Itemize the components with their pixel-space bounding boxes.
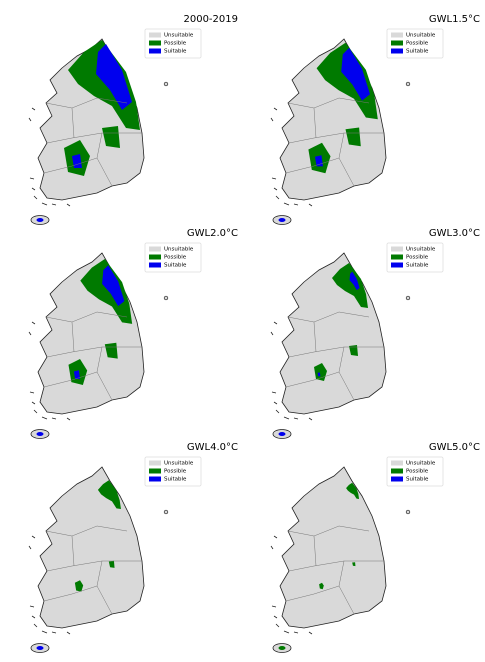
ulleung-island (405, 295, 411, 301)
legend-swatch (149, 254, 161, 260)
suitable-area (317, 372, 321, 377)
map-panel: GWL1.5°C Unsuitable Possible Suitable (270, 14, 480, 225)
legend-label: Possible (406, 255, 429, 261)
jeju-center (278, 218, 286, 222)
panel-title: GWL3.0°C (429, 228, 480, 239)
legend-label: Suitable (164, 477, 187, 483)
possible-zone (74, 480, 121, 592)
possible-area (352, 562, 356, 567)
legend-label: Possible (406, 469, 429, 475)
map-panel: GWL3.0°C Unsuitable Possible Suitable (270, 228, 480, 439)
legend-label: Possible (164, 41, 187, 47)
map-panel: GWL2.0°C Unsuitable Possible Suitable (28, 228, 238, 439)
legend-swatch (391, 254, 403, 260)
legend: Unsuitable Possible Suitable (386, 456, 444, 487)
map-panel: GWL5.0°C Unsuitable Possible Suitable (270, 442, 480, 653)
legend-swatch (149, 246, 161, 252)
legend-label: Unsuitable (406, 461, 436, 467)
jeju-center (36, 432, 44, 436)
panel-title: GWL2.0°C (187, 228, 238, 239)
mainland (37, 466, 145, 629)
legend-swatch (391, 476, 403, 482)
suitable-area (72, 154, 82, 168)
legend-swatch (391, 460, 403, 466)
map-panel: 2000-2019 Unsuitable Possible Suitable (28, 14, 238, 225)
suitable-area (73, 370, 81, 379)
jeju-center (278, 432, 286, 436)
legend-swatch (149, 262, 161, 268)
jeju-center (278, 646, 286, 650)
ulleung-island (405, 509, 411, 515)
legend-label: Suitable (406, 49, 429, 55)
legend-label: Possible (164, 255, 187, 261)
legend-label: Possible (164, 469, 187, 475)
ulleung-island (163, 509, 169, 515)
possible-area (332, 263, 368, 308)
possible-area (319, 582, 324, 590)
legend-label: Unsuitable (164, 33, 194, 39)
possible-area (346, 482, 360, 499)
jeju-center (36, 218, 44, 222)
possible-area (345, 127, 361, 147)
suitable-area (102, 265, 125, 307)
legend-swatch (149, 48, 161, 54)
legend-label: Suitable (164, 263, 187, 269)
possible-area (102, 126, 120, 148)
suitable-area (349, 271, 360, 291)
map-panel: GWL4.0°C Unsuitable Possible Suitable (28, 442, 238, 653)
suitable-area (96, 44, 132, 110)
panel-title: GWL1.5°C (429, 14, 480, 25)
legend: Unsuitable Possible Suitable (144, 456, 202, 487)
legend-swatch (149, 460, 161, 466)
legend-label: Suitable (406, 477, 429, 483)
ulleung-island (163, 81, 169, 87)
possible-area (108, 560, 115, 568)
possible-area (314, 363, 327, 381)
legend-label: Suitable (164, 49, 187, 55)
legend-label: Possible (406, 41, 429, 47)
legend-swatch (391, 262, 403, 268)
suitable-zone (73, 265, 125, 379)
possible-area (97, 480, 121, 510)
possible-area (80, 259, 133, 324)
possible-zone (314, 263, 368, 381)
legend-swatch (391, 40, 403, 46)
legend-label: Unsuitable (164, 247, 194, 253)
legend-label: Suitable (406, 263, 429, 269)
possible-area (349, 345, 358, 356)
legend-swatch (149, 40, 161, 46)
legend-swatch (149, 468, 161, 474)
possible-area (74, 580, 84, 592)
legend: Unsuitable Possible Suitable (144, 28, 202, 59)
legend-label: Unsuitable (164, 461, 194, 467)
legend-swatch (391, 48, 403, 54)
panel-title: GWL4.0°C (187, 442, 238, 453)
panel-title: 2000-2019 (183, 14, 238, 25)
mainland (279, 466, 387, 629)
suitable-zone (72, 44, 132, 168)
ulleung-island (163, 295, 169, 301)
ulleung-island (405, 81, 411, 87)
legend: Unsuitable Possible Suitable (386, 242, 444, 273)
possible-zone (319, 482, 360, 590)
legend-label: Unsuitable (406, 33, 436, 39)
legend-label: Unsuitable (406, 247, 436, 253)
legend: Unsuitable Possible Suitable (386, 28, 444, 59)
legend-swatch (391, 468, 403, 474)
suitable-area (341, 47, 370, 101)
legend-swatch (391, 246, 403, 252)
legend: Unsuitable Possible Suitable (144, 242, 202, 273)
jeju-center (36, 646, 44, 650)
suitable-zone (317, 271, 360, 377)
panel-title: GWL5.0°C (429, 442, 480, 453)
legend-swatch (391, 32, 403, 38)
legend-swatch (149, 476, 161, 482)
legend-swatch (149, 32, 161, 38)
